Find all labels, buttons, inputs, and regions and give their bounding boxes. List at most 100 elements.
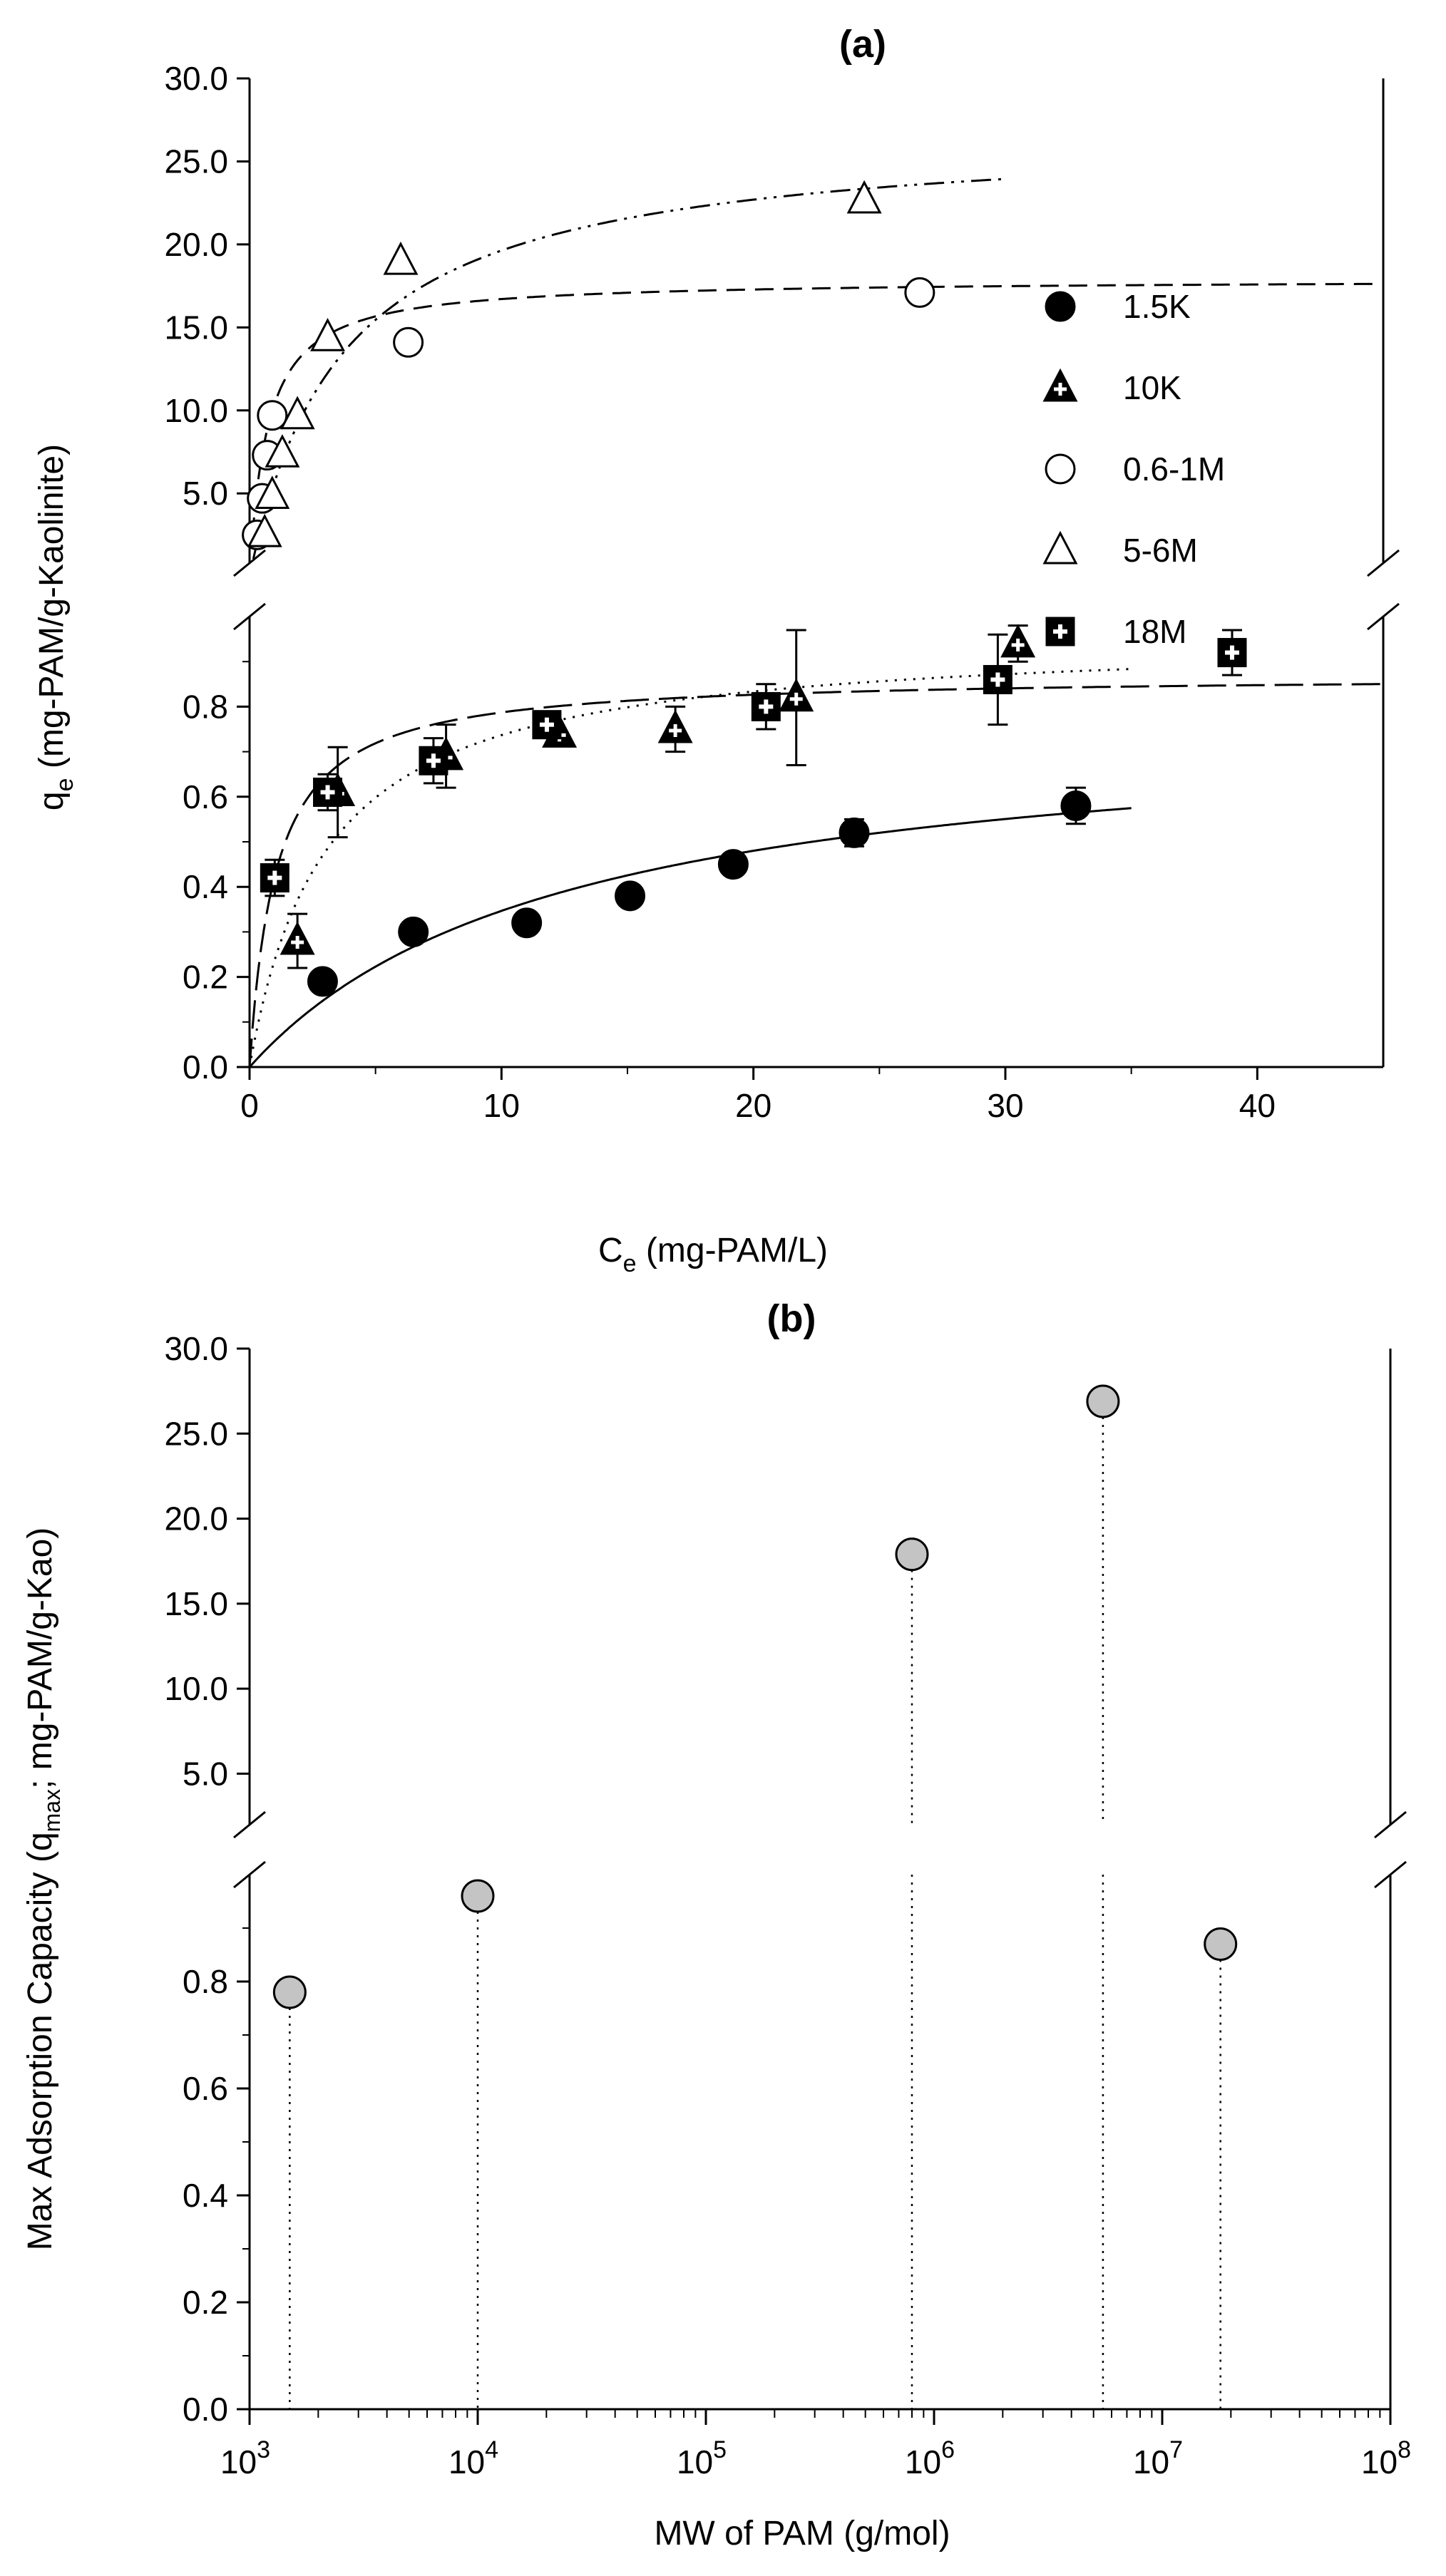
y-tick-label: 5.0 <box>183 475 228 512</box>
data-point-1.5K <box>615 880 646 912</box>
data-point-18M <box>260 863 289 893</box>
marker-shape <box>255 475 290 510</box>
panel-a-y-axis-label: qe (mg-PAM/g-Kaolinite) <box>33 444 78 810</box>
y-label-sub: e <box>51 778 78 791</box>
y-tick-label: 5.0 <box>183 1755 228 1792</box>
panel-b-data-points <box>272 1384 1238 2409</box>
marker-shape <box>895 1537 929 1572</box>
legend-label: 5-6M <box>1123 532 1198 569</box>
marker-shape <box>1217 638 1247 668</box>
fit-curve-5-6M <box>252 177 1006 560</box>
x-label-rest: (mg-PAM/L) <box>637 1232 828 1269</box>
legend-marker-10K <box>1042 368 1078 402</box>
x-tick-label: 10 <box>483 1087 520 1124</box>
data-point-10K <box>280 921 315 955</box>
panel-a-data-points <box>242 180 1247 997</box>
marker-shape <box>511 907 543 939</box>
y-tick-label: 15.0 <box>164 1585 228 1622</box>
marker-plus <box>1053 629 1067 634</box>
marker-shape <box>461 1879 495 1913</box>
y-tick-label: 0.0 <box>183 1049 228 1086</box>
marker-shape <box>272 1975 307 2009</box>
y-tick-label: 0.8 <box>183 688 228 725</box>
x-tick-base: 10 <box>1361 2443 1398 2480</box>
data-point-qmax <box>272 1975 307 2009</box>
panel-b-axes: 0.0 0.2 0.4 0.6 0.8 5.0 10.0 15.0 20.0 25.0 30.0 10… <box>164 1330 1411 2480</box>
data-point-10K <box>779 678 814 712</box>
marker-plus <box>291 940 304 944</box>
data-point-5-6M <box>255 475 290 510</box>
marker-shape <box>904 277 935 308</box>
y-label-main: Max Adsorption Capacity (q <box>21 1832 59 2250</box>
marker-plus <box>426 758 441 763</box>
data-point-1.5K <box>1060 790 1092 821</box>
axis-break-mark <box>233 549 266 577</box>
marker-shape <box>839 817 870 848</box>
data-point-1.5K <box>839 817 870 848</box>
axis-break-mark <box>1374 1810 1407 1839</box>
data-point-5-6M <box>265 434 300 468</box>
x-tick-label: 104 <box>448 2436 498 2480</box>
axis-break-mark <box>233 1860 266 1889</box>
fit-curve-10K <box>248 668 1132 1068</box>
fit-curve-0.6-1M <box>251 282 1383 537</box>
y-tick-label: 30.0 <box>164 1330 228 1367</box>
x-tick-label: 40 <box>1239 1087 1276 1124</box>
y-tick-label: 20.0 <box>164 226 228 263</box>
marker-plus <box>1225 650 1239 655</box>
x-tick-base: 10 <box>677 2443 713 2480</box>
data-point-5-6M <box>247 513 282 547</box>
y-tick-label: 30.0 <box>164 60 228 97</box>
marker-plus <box>539 722 554 727</box>
data-point-1.5K <box>511 907 543 939</box>
y-tick-label: 0.4 <box>183 868 228 905</box>
y-label-rest: (mg-PAM/g-Kaolinite) <box>33 444 71 778</box>
data-point-18M <box>419 746 448 776</box>
data-point-18M <box>751 691 781 721</box>
x-tick-exponent: 3 <box>257 2436 270 2463</box>
marker-shape <box>615 880 646 912</box>
axis-break-mark <box>1374 1860 1407 1889</box>
data-point-18M <box>313 777 343 807</box>
y-tick-label: 0.4 <box>183 2177 228 2214</box>
marker-shape <box>265 434 300 468</box>
data-point-qmax <box>1086 1384 1120 1418</box>
x-tick-label: 20 <box>735 1087 771 1124</box>
marker-plus <box>267 875 282 880</box>
x-tick-label: 103 <box>220 2436 270 2480</box>
marker-shape <box>1042 530 1078 565</box>
marker-shape <box>383 241 419 275</box>
data-point-18M <box>983 664 1012 694</box>
panel-a-legend: 1.5K 10K 0.6-1M 5-6M 18M <box>1042 288 1225 650</box>
y-label-rest: ; mg-PAM/g-Kao) <box>21 1527 59 1789</box>
x-tick-label: 107 <box>1133 2436 1183 2480</box>
marker-plus <box>759 704 774 709</box>
x-tick-exponent: 6 <box>941 2436 955 2463</box>
x-label-main: C <box>598 1232 623 1269</box>
x-tick-exponent: 8 <box>1398 2436 1411 2463</box>
data-point-1.5K <box>717 849 749 880</box>
legend-marker-5-6M <box>1042 530 1078 565</box>
x-tick-base: 10 <box>448 2443 485 2480</box>
x-tick-exponent: 4 <box>485 2436 498 2463</box>
data-point-5-6M <box>383 241 419 275</box>
legend-label: 10K <box>1123 369 1181 406</box>
marker-plus <box>1011 643 1025 647</box>
data-point-qmax <box>461 1879 495 1913</box>
x-tick-exponent: 5 <box>713 2436 727 2463</box>
axis-break-mark <box>1367 549 1400 577</box>
marker-shape <box>398 916 429 947</box>
marker-shape <box>257 400 288 431</box>
fit-curve-18M <box>248 683 1384 1068</box>
data-point-18M <box>532 710 562 740</box>
marker-shape <box>1045 291 1076 322</box>
marker-plus <box>1054 387 1067 391</box>
fit-curve-1.5K <box>248 807 1132 1068</box>
y-tick-label: 15.0 <box>164 309 228 346</box>
x-tick-label: 106 <box>905 2436 955 2480</box>
marker-shape <box>1045 453 1076 485</box>
data-point-qmax <box>1204 1927 1238 1961</box>
panel-a-x-axis-label: Ce (mg-PAM/L) <box>598 1232 828 1277</box>
marker-shape <box>846 180 882 214</box>
